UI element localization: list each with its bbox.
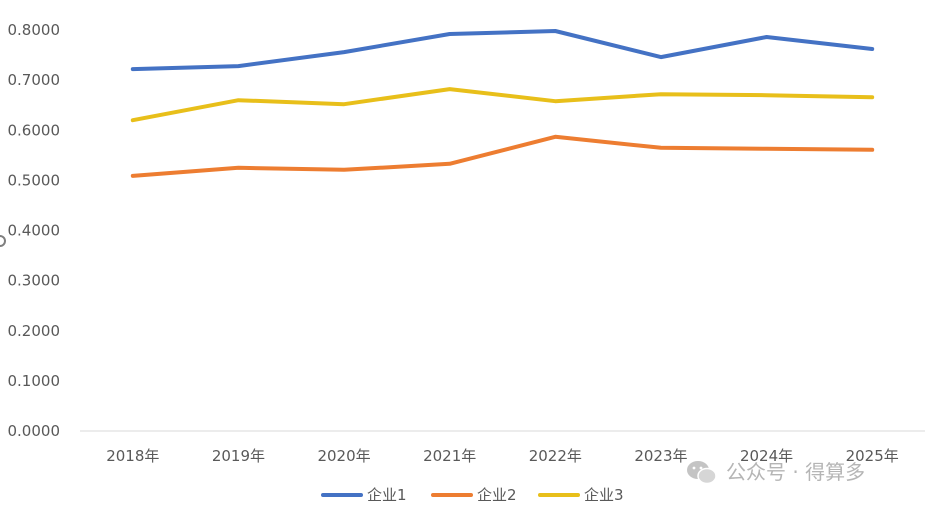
x-axis-ticks: 2018年 2019年 2020年 2021年 2022年 2023年 2024年 2025年: [106, 447, 899, 465]
edge-marker: [0, 235, 6, 247]
y-tick-label: 0.7000: [8, 71, 61, 89]
x-tick-label: 2023年: [634, 447, 687, 465]
y-axis-ticks: 0.0000 0.1000 0.2000 0.3000 0.4000 0.5000 0.60…: [8, 21, 61, 440]
wechat-icon: [687, 461, 717, 485]
watermark: 公众号 · 得算多: [687, 460, 865, 485]
series-line-2: [130, 134, 875, 178]
y-tick-label: 0.1000: [8, 372, 61, 390]
x-tick-label: 2025年: [846, 447, 899, 465]
x-tick-label: 2022年: [529, 447, 582, 465]
y-tick-label: 0.4000: [8, 222, 61, 240]
x-tick-label: 2020年: [317, 447, 370, 465]
x-tick-label: 2021年: [423, 447, 476, 465]
y-tick-label: 0.3000: [8, 272, 61, 290]
y-tick-label: 0.5000: [8, 171, 61, 189]
x-tick-label: 2018年: [106, 447, 159, 465]
y-tick-label: 0.2000: [8, 322, 61, 340]
legend: 企业1 企业2 企业3: [321, 486, 624, 504]
series-line-1: [130, 29, 875, 72]
series-line-3: [130, 87, 875, 123]
legend-label-1: 企业1: [367, 486, 407, 504]
watermark-text: 公众号 · 得算多: [726, 460, 865, 484]
legend-label-3: 企业3: [584, 486, 624, 504]
y-tick-label: 0.8000: [8, 21, 61, 39]
y-tick-label: 0.6000: [8, 121, 61, 139]
series-lines: [130, 29, 875, 178]
x-tick-label: 2024年: [740, 447, 793, 465]
x-tick-label: 2019年: [212, 447, 265, 465]
y-tick-label: 0.0000: [8, 422, 61, 440]
legend-label-2: 企业2: [477, 486, 517, 504]
